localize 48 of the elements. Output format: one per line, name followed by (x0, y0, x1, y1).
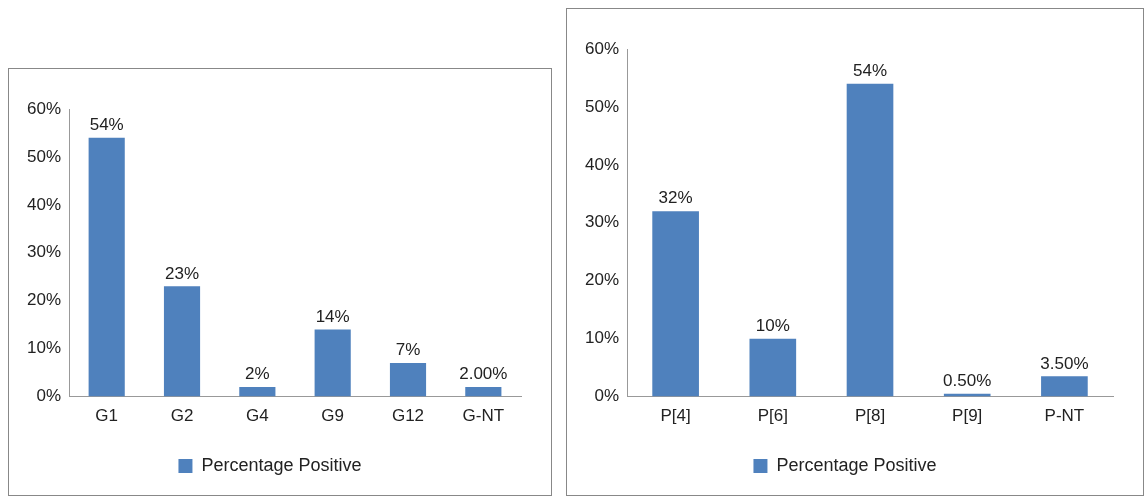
data-label: 10% (755, 315, 790, 335)
data-label: 54% (853, 60, 888, 80)
legend-label: Percentage Positive (776, 454, 937, 475)
y-tick-label: 0% (36, 386, 62, 406)
data-label: 23% (165, 263, 200, 283)
x-tick-label: P[9] (952, 406, 983, 426)
data-label: 54% (89, 114, 124, 134)
y-tick-label: 40% (26, 194, 62, 214)
data-label: 14% (315, 306, 350, 326)
y-tick-label: 10% (584, 328, 620, 348)
y-tick-label: 60% (26, 98, 62, 118)
y-tick-label: 10% (26, 338, 62, 358)
y-tick-label: 30% (26, 242, 62, 262)
x-tick-label: P[6] (757, 406, 788, 426)
x-tick-label: P[4] (660, 406, 691, 426)
bar (846, 83, 894, 397)
data-label: 7% (395, 340, 421, 360)
bar (389, 363, 427, 397)
data-label: 0.50% (943, 370, 992, 390)
y-tick-label: 60% (584, 38, 620, 58)
x-tick-label: G4 (246, 406, 269, 426)
bar (652, 211, 699, 397)
bar (1041, 376, 1088, 397)
bar (314, 329, 351, 397)
x-tick-label: G9 (321, 406, 345, 426)
data-label: 3.50% (1040, 353, 1089, 373)
bar (163, 286, 201, 397)
x-tick-label: G12 (391, 406, 425, 426)
y-tick-label: 50% (26, 146, 62, 166)
y-tick-label: 0% (594, 386, 620, 406)
x-tick-label: P-NT (1044, 406, 1085, 426)
x-tick-label: G-NT (462, 406, 505, 426)
data-label: 2% (245, 364, 270, 384)
bar (239, 387, 276, 397)
x-tick-label: P[8] (854, 406, 886, 426)
y-tick-label: 40% (584, 154, 620, 174)
bar (465, 387, 502, 397)
data-label: 2.00% (459, 364, 508, 384)
legend-label: Percentage Positive (201, 454, 362, 475)
bar (749, 338, 797, 397)
y-tick-label: 20% (26, 290, 62, 310)
y-tick-label: 30% (584, 212, 620, 232)
bar (88, 137, 125, 397)
x-tick-label: G1 (95, 406, 119, 426)
data-label: 32% (658, 188, 693, 208)
x-tick-label: G2 (170, 406, 194, 426)
y-tick-label: 20% (584, 270, 620, 290)
y-tick-label: 50% (584, 96, 620, 116)
